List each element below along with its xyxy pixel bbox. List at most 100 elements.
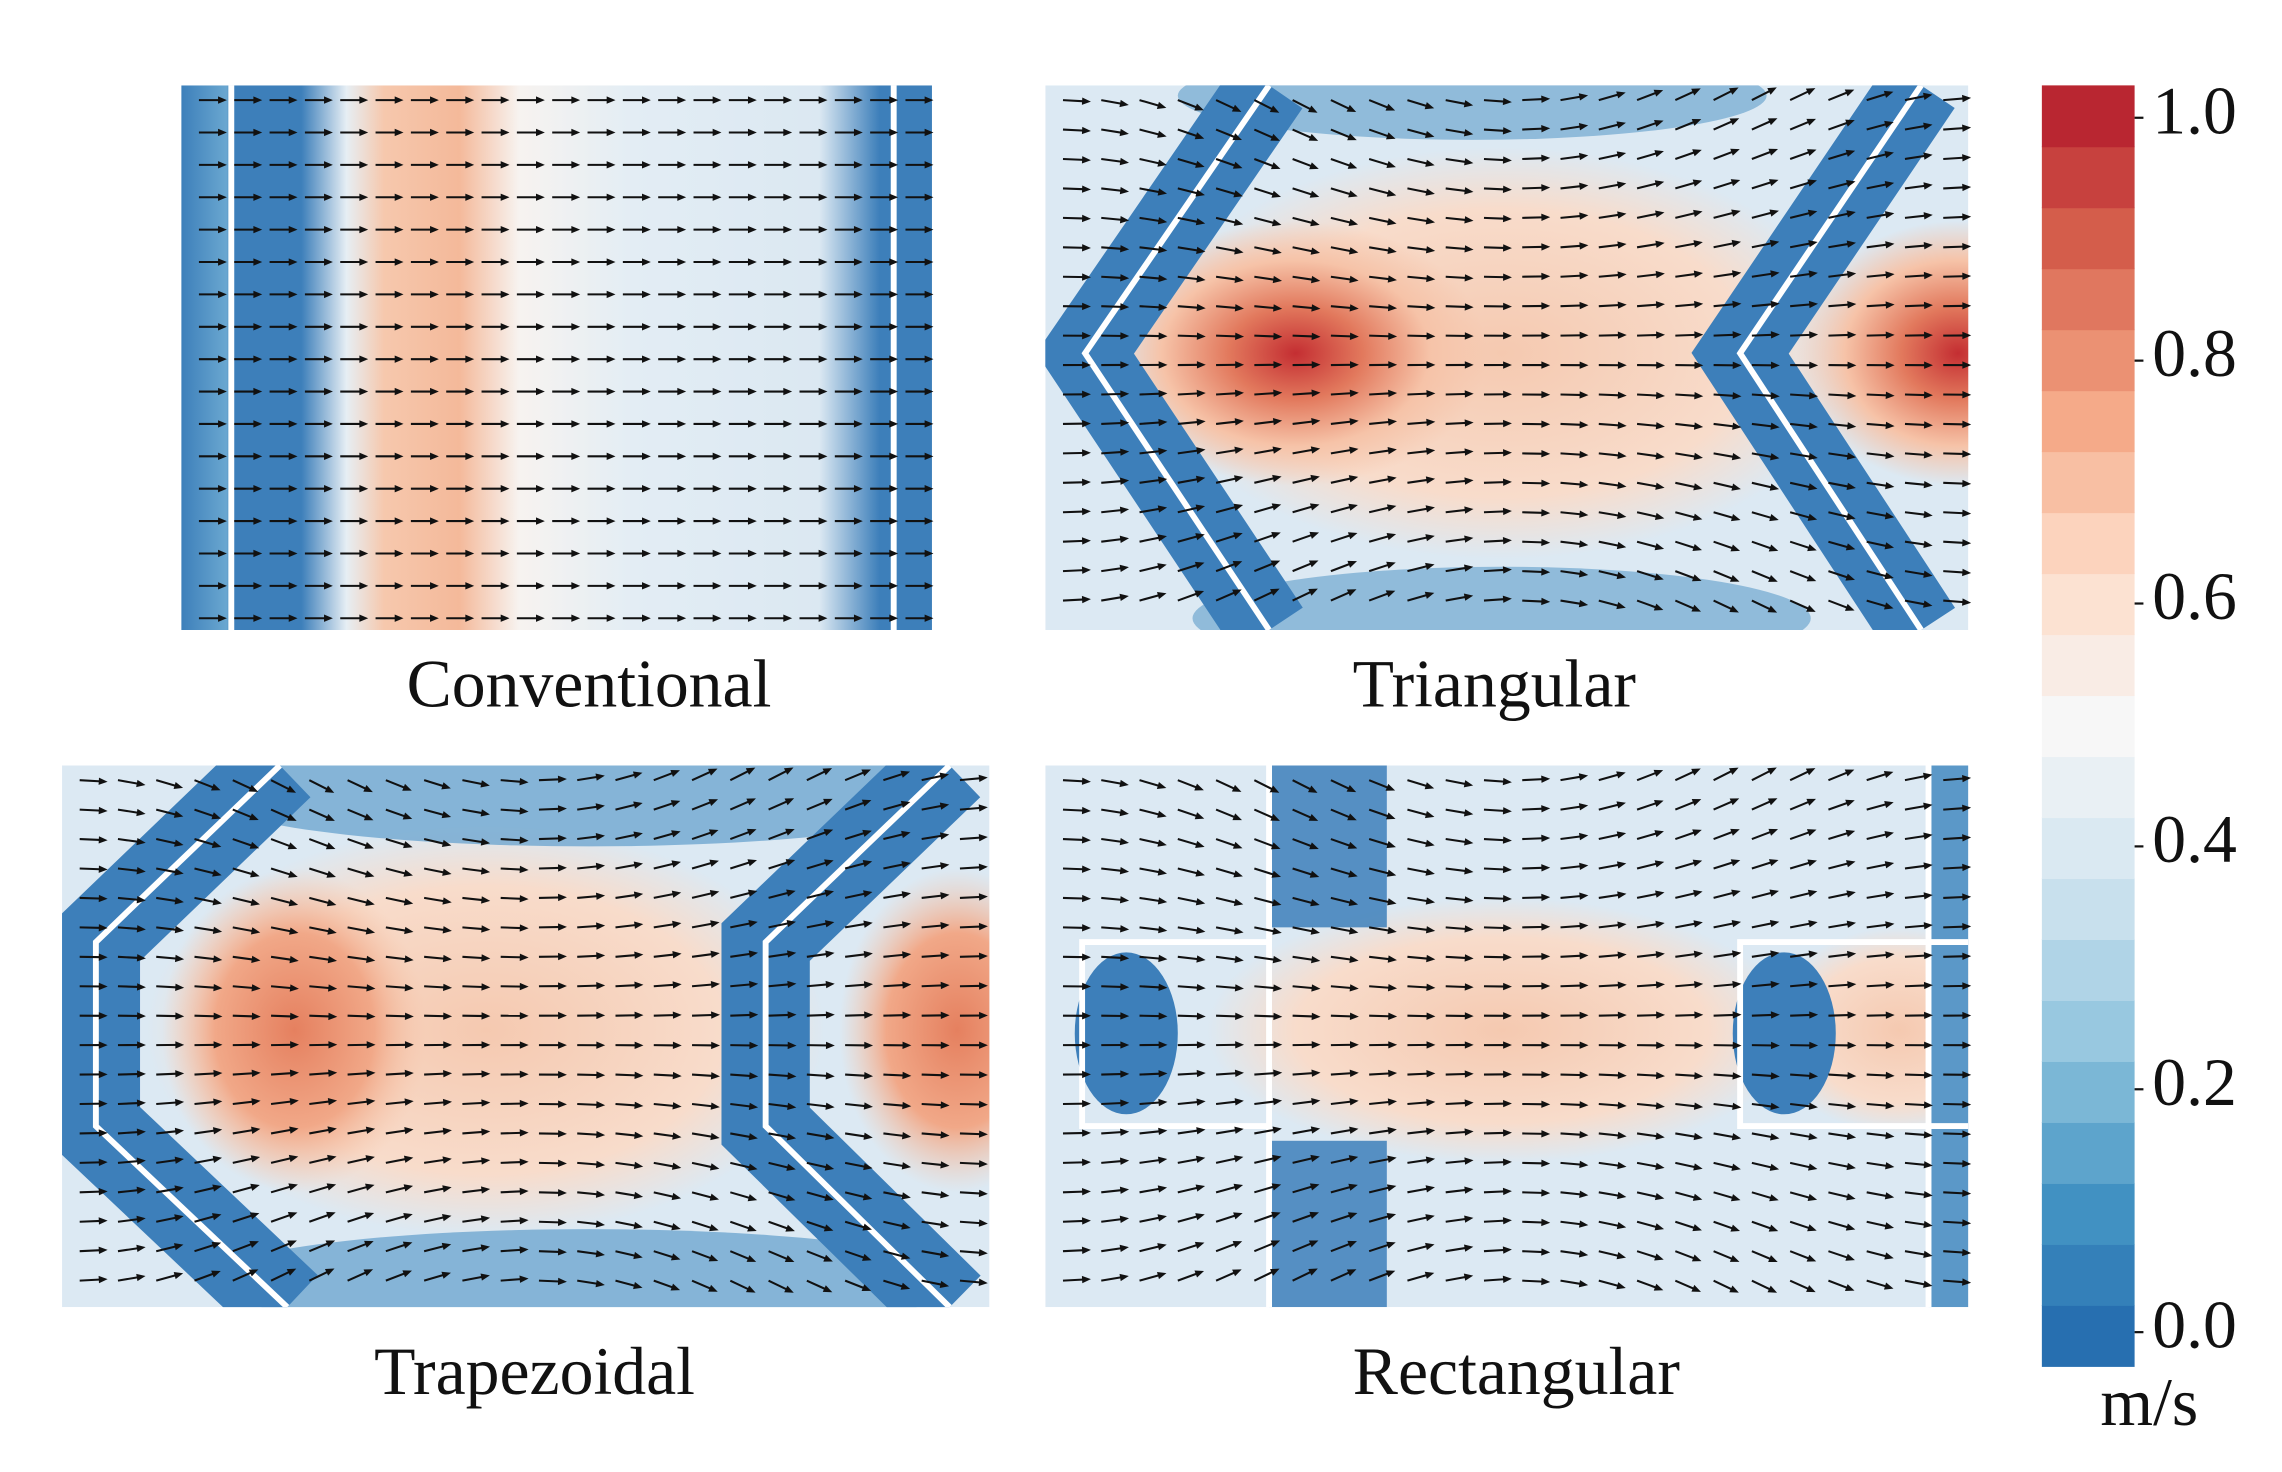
flow-arrow-head — [1962, 539, 1972, 547]
flow-arrow-head — [465, 96, 475, 104]
flow-arrow-head — [978, 804, 988, 812]
flow-arrow-head — [1120, 1099, 1130, 1107]
flow-arrow-head — [1195, 1184, 1206, 1192]
flow-arrow-head — [557, 1189, 567, 1197]
flow-arrow-head — [1196, 332, 1206, 340]
flow-arrow-head — [1426, 418, 1436, 427]
flow-arrow-head — [1962, 952, 1972, 961]
flow-arrow-head — [1579, 152, 1589, 161]
flow-arrow-head — [1158, 245, 1168, 254]
flow-arrow-head — [324, 485, 333, 493]
flow-arrow-head — [1387, 926, 1397, 935]
flow-arrow-head — [1157, 810, 1167, 818]
flow-arrow-head — [978, 833, 988, 842]
flow-arrow-head — [1464, 535, 1474, 543]
flow-arrow-head — [536, 485, 545, 493]
flow-arrow-head — [1770, 422, 1780, 430]
flow-arrow-head — [1120, 245, 1130, 253]
flow-arrow-head — [1579, 421, 1589, 429]
flow-arrow-head — [558, 1130, 567, 1138]
flow-arrow-head — [500, 614, 510, 622]
flow-arrow-head — [1923, 182, 1933, 190]
flow-arrow-head — [1234, 275, 1244, 283]
flow-arrow-head — [1732, 980, 1742, 989]
flow-arrow-head — [465, 323, 475, 331]
flow-arrow-head — [1846, 180, 1856, 188]
flow-arrow-head — [481, 925, 491, 933]
flow-arrow-head — [1847, 422, 1857, 430]
flow-arrow-head — [1693, 270, 1704, 278]
flow-arrow-head — [1503, 1099, 1512, 1108]
flow-arrow-head — [536, 258, 545, 266]
flow-arrow-head — [1883, 770, 1894, 778]
flow-arrow-head — [712, 161, 722, 169]
flow-arrow-head — [175, 983, 185, 991]
flow-arrow-head — [1808, 270, 1818, 278]
flow-arrow-head — [1729, 1285, 1739, 1293]
flow-arrow-head — [1655, 422, 1665, 430]
flow-arrow-head — [853, 549, 863, 558]
flow-arrow-head — [747, 420, 757, 428]
flow-arrow-head — [1655, 1132, 1665, 1140]
flow-arrow-head — [783, 193, 793, 201]
flow-arrow-head — [249, 841, 260, 849]
flow-arrow-head — [536, 420, 545, 428]
flow-arrow-head — [1233, 532, 1243, 540]
flow-arrow-head — [1158, 1127, 1168, 1136]
flow-arrow-head — [1807, 1224, 1817, 1232]
flow-arrow-head — [1579, 1071, 1589, 1079]
flow-arrow-head — [136, 925, 146, 933]
flow-arrow-head — [1616, 831, 1627, 839]
flow-arrow-head — [359, 452, 369, 460]
flow-arrow-head — [596, 952, 606, 960]
flow-arrow-head — [787, 1102, 797, 1111]
flow-arrow-head — [1579, 540, 1589, 548]
flow-arrow-head — [404, 1041, 414, 1049]
flow-arrow-head — [1578, 123, 1589, 131]
flow-arrow-head — [862, 1253, 872, 1261]
flow-arrow-head — [1425, 1242, 1435, 1251]
flow-arrow-head — [1272, 417, 1283, 426]
flow-arrow-head — [853, 193, 863, 201]
flow-arrow-head — [1234, 1098, 1244, 1106]
flow-arrow-head — [1120, 332, 1130, 340]
flow-arrow-head — [1348, 190, 1358, 198]
flow-arrow-head — [853, 582, 863, 590]
flow-arrow-head — [861, 769, 871, 777]
flow-arrow-head — [1196, 389, 1206, 398]
flow-arrow-head — [709, 1224, 719, 1232]
flow-arrow-head — [1768, 179, 1779, 187]
flow-arrow-head — [978, 1219, 988, 1227]
flow-arrow-head — [253, 452, 263, 460]
flow-arrow-head — [1348, 475, 1359, 483]
flow-arrow-head — [1846, 890, 1856, 898]
flow-arrow-head — [253, 355, 263, 363]
flow-arrow-head — [402, 812, 413, 820]
flow-arrow-head — [1196, 361, 1206, 369]
flow-arrow-head — [677, 323, 687, 331]
flow-arrow-head — [710, 980, 720, 989]
flow-arrow-head — [1310, 899, 1320, 907]
flow-arrow-head — [786, 1133, 797, 1141]
flow-arrow-head — [853, 96, 863, 104]
flow-arrow-head — [324, 387, 333, 396]
flow-arrow-head — [596, 1160, 606, 1169]
flow-arrow-head — [1845, 573, 1855, 581]
flow-arrow-head — [1923, 772, 1933, 781]
flow-arrow-head — [324, 614, 333, 622]
flow-arrow-head — [1885, 391, 1895, 399]
flow-arrow-head — [1885, 451, 1895, 460]
flow-arrow-head — [1768, 859, 1779, 867]
flow-arrow-head — [218, 614, 227, 622]
flow-arrow-head — [1231, 784, 1242, 792]
flow-arrow-head — [363, 813, 374, 821]
flow-arrow-head — [571, 387, 581, 396]
flow-arrow-head — [394, 485, 404, 493]
flow-arrow-head — [253, 420, 263, 428]
colorbar-band — [2041, 1000, 2135, 1062]
flow-arrow-head — [1464, 477, 1474, 485]
flow-arrow-head — [1425, 839, 1435, 847]
flow-arrow-head — [1464, 419, 1474, 427]
flow-arrow-head — [248, 784, 259, 792]
flow-arrow-head — [1347, 1212, 1358, 1220]
